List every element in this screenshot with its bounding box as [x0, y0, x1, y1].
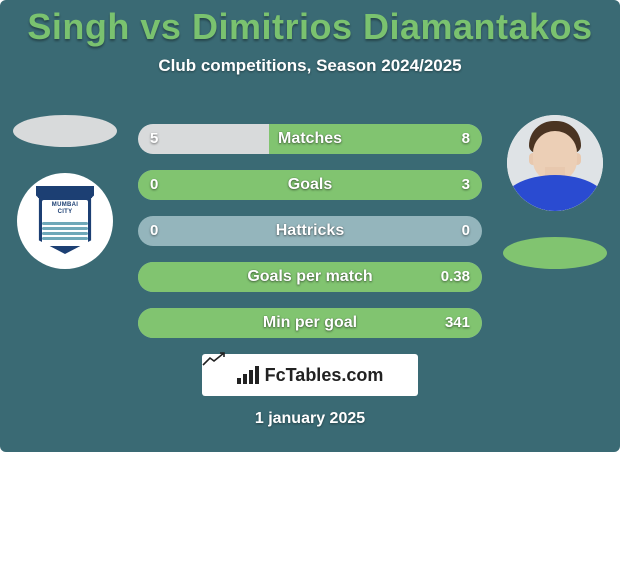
brand-badge: FcTables.com — [202, 354, 418, 396]
stats-list: 58Matches 03Goals 00Hattricks 0.38Goals per… — [138, 124, 482, 354]
player-left-column: MUMBAI CITY — [10, 115, 120, 269]
crest-line2: CITY — [58, 209, 73, 215]
player-left-crest-circle: MUMBAI CITY — [17, 173, 113, 269]
mumbai-city-crest-icon: MUMBAI CITY — [26, 182, 104, 260]
date-text: 1 january 2025 — [0, 410, 620, 428]
stat-label: Hattricks — [138, 216, 482, 246]
stat-row: 341Min per goal — [138, 308, 482, 338]
player-right-oval — [503, 237, 607, 269]
stat-label: Goals per match — [138, 262, 482, 292]
player-portrait-icon — [507, 115, 603, 211]
crest-line1: MUMBAI — [52, 202, 78, 208]
page-title: Singh vs Dimitrios Diamantakos — [0, 0, 620, 48]
stat-label: Matches — [138, 124, 482, 154]
stat-row: 03Goals — [138, 170, 482, 200]
stat-row: 58Matches — [138, 124, 482, 154]
player-right-avatar — [507, 115, 603, 211]
stat-row: 00Hattricks — [138, 216, 482, 246]
stat-label: Goals — [138, 170, 482, 200]
player-right-column — [500, 115, 610, 269]
stat-row: 0.38Goals per match — [138, 262, 482, 292]
stat-label: Min per goal — [138, 308, 482, 338]
subtitle: Club competitions, Season 2024/2025 — [0, 56, 620, 76]
brand-text: FcTables.com — [265, 365, 384, 386]
bars-chart-icon — [237, 366, 259, 384]
player-left-oval — [13, 115, 117, 147]
comparison-card: Singh vs Dimitrios Diamantakos Club comp… — [0, 0, 620, 452]
